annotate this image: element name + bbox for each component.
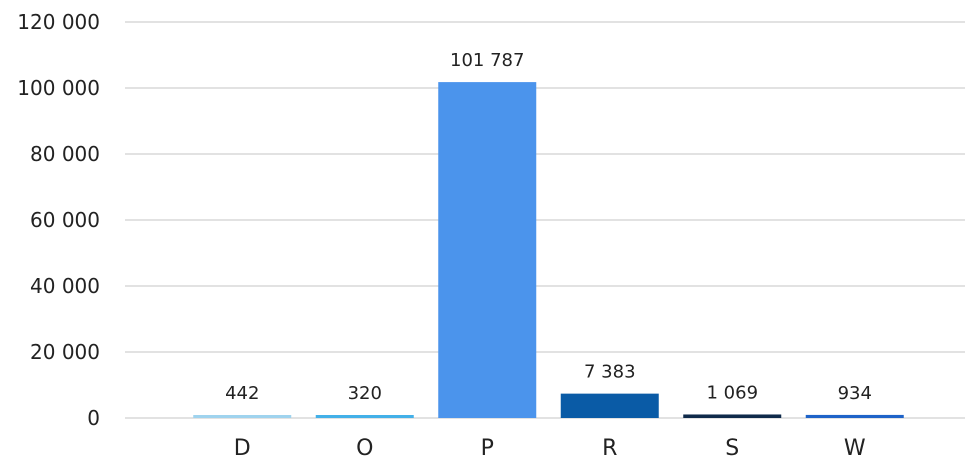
y-tick-label: 0 bbox=[87, 406, 100, 430]
bar-P bbox=[438, 82, 536, 418]
x-tick-label-S: S bbox=[725, 436, 739, 459]
y-tick-label: 100 000 bbox=[17, 76, 100, 100]
x-tick-label-P: P bbox=[481, 436, 494, 459]
x-tick-label-O: O bbox=[356, 436, 373, 459]
bar-D bbox=[193, 415, 291, 418]
bar-R bbox=[561, 394, 659, 418]
y-tick-label: 120 000 bbox=[17, 10, 100, 34]
y-tick-label: 20 000 bbox=[30, 340, 100, 364]
bars bbox=[193, 82, 904, 418]
data-labels: 442 320 101 787 7 383 1 069 934 bbox=[225, 50, 872, 404]
data-label-R: 7 383 bbox=[584, 362, 636, 383]
data-label-S: 1 069 bbox=[706, 382, 758, 403]
x-tick-label-R: R bbox=[602, 436, 617, 459]
bar-W bbox=[806, 415, 904, 418]
data-label-O: 320 bbox=[348, 383, 382, 404]
gridlines bbox=[125, 22, 965, 418]
bar-O bbox=[316, 415, 414, 418]
y-tick-label: 60 000 bbox=[30, 208, 100, 232]
data-label-P: 101 787 bbox=[450, 50, 524, 71]
data-label-W: 934 bbox=[838, 383, 872, 404]
y-axis-tick-labels: 0 20 000 40 000 60 000 80 000 100 000 120 000 bbox=[17, 10, 100, 430]
data-label-D: 442 bbox=[225, 383, 259, 404]
x-tick-label-D: D bbox=[234, 436, 251, 459]
x-tick-label-W: W bbox=[844, 436, 866, 459]
bar-S bbox=[683, 414, 781, 418]
y-tick-label: 40 000 bbox=[30, 274, 100, 298]
y-tick-label: 80 000 bbox=[30, 142, 100, 166]
